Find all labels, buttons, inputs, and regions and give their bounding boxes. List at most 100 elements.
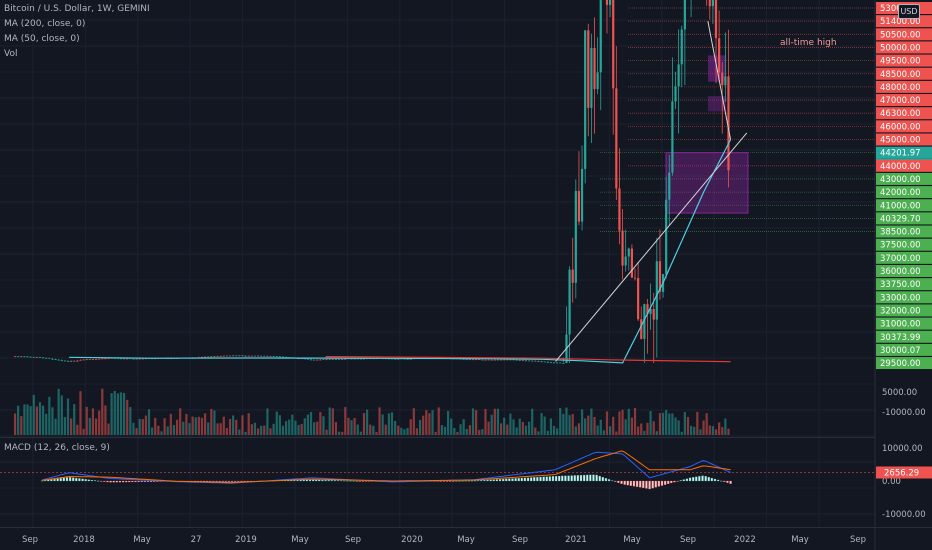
candle-body <box>590 47 593 108</box>
candle-body <box>82 359 85 361</box>
volume-bar <box>160 431 163 435</box>
candle-body <box>266 356 269 357</box>
volume-bar <box>57 388 60 435</box>
candle-body <box>584 30 587 169</box>
macd-hist-bar <box>215 480 218 482</box>
macd-hist-bar <box>576 475 580 482</box>
candle-body <box>13 356 17 358</box>
candle-body <box>362 358 366 360</box>
volume-bar <box>294 420 297 435</box>
macd-hist-bar <box>128 480 131 483</box>
macd-hist-bar <box>56 478 59 482</box>
macd-hist-bar <box>639 480 642 488</box>
ma200-legend[interactable]: MA (200, close, 0) <box>4 19 86 29</box>
volume-bar <box>45 413 48 435</box>
candle-body <box>711 0 715 7</box>
price-label-bg <box>876 357 932 370</box>
volume-bar <box>147 409 151 435</box>
candle-body <box>235 355 238 357</box>
price-label-bg <box>876 330 932 343</box>
macd-hist-bar <box>611 480 614 482</box>
price-label: 30000.07 <box>880 346 921 356</box>
volume-bar <box>94 418 98 435</box>
volume-bar <box>705 413 708 435</box>
candle-body <box>471 359 475 361</box>
macd-hist-bar <box>336 480 340 482</box>
macd-hist-bar <box>629 480 633 486</box>
macd-hist-bar <box>315 479 318 482</box>
price-label-bg <box>876 159 932 172</box>
candle-body <box>509 359 512 361</box>
volume-bar <box>79 391 82 435</box>
time-axis[interactable]: Sep 2018 May 27 2019 May Sep 2020 May Sep 2021 May S… <box>22 535 866 545</box>
volume-bar <box>493 408 496 435</box>
volume-bar <box>54 418 57 435</box>
volume-bar <box>490 414 493 435</box>
macd-hist-bar <box>321 479 324 482</box>
volume-bar <box>552 425 556 435</box>
volume-bar <box>503 417 506 435</box>
volume-bar <box>627 408 630 435</box>
candle-body <box>256 355 260 357</box>
volume-bar <box>630 417 634 435</box>
macd-hist-bar <box>103 480 106 482</box>
macd-hist-bar <box>723 480 726 482</box>
macd-legend[interactable]: MACD (12, 26, close, 9) <box>4 443 110 453</box>
price-label-bg <box>876 107 932 120</box>
macd-hist-bar <box>87 479 90 482</box>
candle-body <box>238 355 241 357</box>
macd-value-bg <box>876 466 932 479</box>
volume-bar <box>73 404 76 435</box>
volume-bar <box>256 428 260 435</box>
price-label-bg <box>876 67 932 80</box>
volume-bar <box>313 422 316 435</box>
candle-body <box>409 358 412 360</box>
macd-hist-bar <box>505 478 508 482</box>
ma50-legend[interactable]: MA (50, close, 0) <box>4 34 80 44</box>
macd-hist-bar <box>626 480 629 486</box>
macd-hist-bar <box>349 480 352 482</box>
candle-body <box>394 358 397 360</box>
volume-bar <box>266 408 269 435</box>
symbol-legend[interactable]: Bitcoin / U.S. Dollar, 1W, GEMINI <box>4 4 150 14</box>
volume-bar <box>580 409 584 435</box>
macd-hist-bar <box>68 477 72 482</box>
macd-hist-bar <box>710 477 714 482</box>
price-label-bg <box>876 291 932 304</box>
macd-hist-bar <box>542 476 545 482</box>
candle-body <box>45 357 48 359</box>
volume-bar <box>101 388 104 435</box>
volume-bar <box>116 393 119 435</box>
time-tick: 2018 <box>73 535 95 545</box>
volume-bar <box>577 423 581 435</box>
price-label: 46300.00 <box>880 109 921 119</box>
candle-body <box>556 362 559 364</box>
volume-bar <box>185 413 188 435</box>
candle-body <box>612 0 615 89</box>
volume-bar <box>521 421 524 435</box>
volume-bar <box>110 393 113 435</box>
macd-hist-bar <box>648 480 651 490</box>
volume-bar <box>556 428 559 435</box>
currency-button[interactable]: USD <box>898 4 920 19</box>
macd-hist-bar <box>299 479 302 482</box>
volume-bar <box>652 421 655 435</box>
macd-hist-bar <box>125 480 128 483</box>
candle-body <box>353 358 356 360</box>
volume-legend[interactable]: Vol <box>4 49 18 59</box>
volume-bar <box>618 411 621 435</box>
candle-body <box>540 361 543 363</box>
candle-body <box>51 358 54 360</box>
candle-body <box>141 358 144 360</box>
candle-body <box>459 358 462 360</box>
candle-body <box>203 356 207 358</box>
volume-bar <box>194 417 197 435</box>
macd-hist-bar <box>318 479 321 482</box>
volume-bar <box>412 408 415 435</box>
ma50-line <box>69 139 732 364</box>
volume-bar <box>590 408 593 435</box>
volume-bar <box>471 408 475 435</box>
candle-body <box>568 269 571 335</box>
macd-hist-bar <box>598 475 601 482</box>
